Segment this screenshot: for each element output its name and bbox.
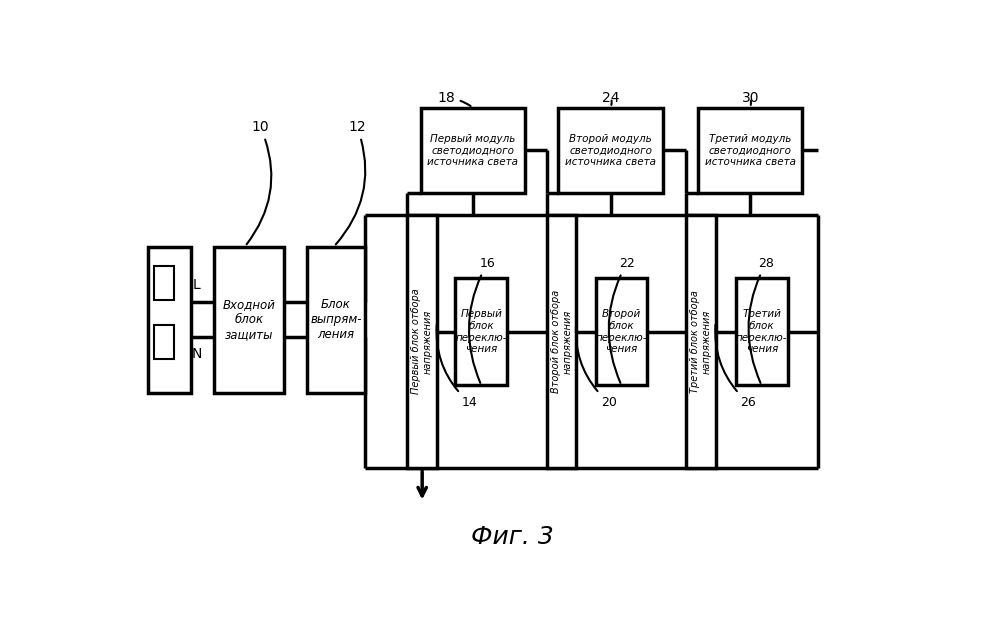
FancyBboxPatch shape bbox=[408, 215, 437, 468]
Text: Фиг. 3: Фиг. 3 bbox=[471, 525, 553, 549]
Text: Блок
выпрям-
ления: Блок выпрям- ления bbox=[310, 298, 362, 341]
Text: Первый
блок
переклю-
чения: Первый блок переклю- чения bbox=[456, 310, 507, 354]
FancyBboxPatch shape bbox=[546, 215, 576, 468]
FancyBboxPatch shape bbox=[154, 266, 174, 300]
FancyBboxPatch shape bbox=[154, 325, 174, 359]
FancyBboxPatch shape bbox=[558, 108, 663, 193]
FancyBboxPatch shape bbox=[214, 247, 284, 392]
Text: Третий
блок
переклю-
чения: Третий блок переклю- чения bbox=[736, 310, 787, 354]
Text: 22: 22 bbox=[608, 257, 634, 383]
Text: Второй
блок
переклю-
чения: Второй блок переклю- чения bbox=[595, 310, 647, 354]
Text: 18: 18 bbox=[438, 91, 471, 106]
Text: Второй модуль
светодиодного
источника света: Второй модуль светодиодного источника св… bbox=[565, 134, 656, 167]
Text: Третий модуль
светодиодного
источника света: Третий модуль светодиодного источника св… bbox=[704, 134, 795, 167]
FancyBboxPatch shape bbox=[148, 247, 191, 392]
Text: 12: 12 bbox=[336, 120, 366, 244]
Text: 28: 28 bbox=[748, 257, 774, 383]
Text: Первый блок отбора
напряжения: Первый блок отбора напряжения bbox=[412, 289, 433, 394]
Text: 16: 16 bbox=[469, 257, 496, 383]
FancyBboxPatch shape bbox=[456, 279, 507, 385]
Text: 10: 10 bbox=[247, 120, 272, 244]
Text: Третий блок отбора
напряжения: Третий блок отбора напряжения bbox=[690, 290, 711, 393]
FancyBboxPatch shape bbox=[421, 108, 525, 193]
Text: L: L bbox=[193, 278, 201, 292]
Text: Первый модуль
светодиодного
источника света: Первый модуль светодиодного источника св… bbox=[428, 134, 518, 167]
Text: Второй блок отбора
напряжения: Второй блок отбора напряжения bbox=[550, 290, 572, 393]
FancyBboxPatch shape bbox=[735, 279, 787, 385]
FancyBboxPatch shape bbox=[307, 247, 365, 392]
Text: Входной
блок
защиты: Входной блок защиты bbox=[223, 298, 275, 341]
FancyBboxPatch shape bbox=[686, 215, 715, 468]
FancyBboxPatch shape bbox=[697, 108, 802, 193]
Text: N: N bbox=[192, 348, 202, 361]
Text: 26: 26 bbox=[715, 325, 756, 409]
FancyBboxPatch shape bbox=[595, 279, 647, 385]
Text: 20: 20 bbox=[575, 325, 616, 409]
Text: 24: 24 bbox=[602, 91, 619, 105]
Text: 14: 14 bbox=[437, 325, 478, 409]
Text: 30: 30 bbox=[741, 91, 759, 105]
